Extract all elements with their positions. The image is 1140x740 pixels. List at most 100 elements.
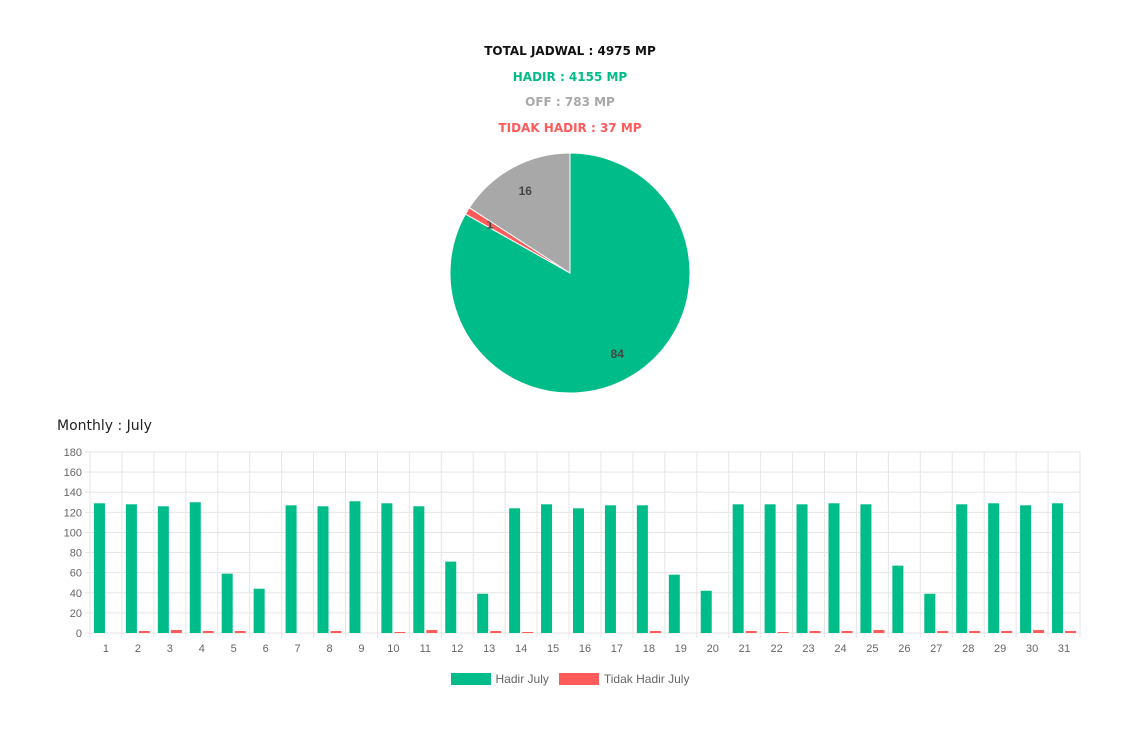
x-tick-label: 23 — [802, 643, 814, 655]
monthly-title: Monthly : July — [57, 418, 152, 434]
bar-tidak-hadir[interactable] — [426, 629, 438, 633]
bar-tidak-hadir[interactable] — [522, 631, 534, 633]
bar-tidak-hadir[interactable] — [873, 629, 885, 633]
legend-item-hadir[interactable]: Hadir July — [450, 672, 549, 686]
pie-label-off: 16 — [519, 184, 533, 198]
legend-swatch-tidak-hadir — [558, 673, 599, 685]
bar-hadir[interactable] — [445, 561, 457, 633]
y-tick-label: 100 — [64, 527, 82, 539]
x-tick-label: 27 — [930, 643, 942, 655]
bar-hadir[interactable] — [157, 506, 169, 633]
x-tick-label: 5 — [231, 643, 237, 655]
x-tick-label: 2 — [135, 643, 141, 655]
y-tick-label: 180 — [64, 447, 82, 459]
bar-hadir[interactable] — [573, 508, 584, 633]
x-tick-label: 26 — [898, 643, 910, 655]
x-tick-label: 12 — [451, 643, 463, 655]
x-tick-label: 6 — [263, 643, 269, 655]
legend-swatch-hadir — [450, 673, 491, 685]
x-tick-label: 30 — [1026, 643, 1038, 655]
y-tick-label: 60 — [70, 568, 82, 580]
bar-tidak-hadir[interactable] — [234, 630, 246, 633]
pie-chart: 84 1 16 — [449, 152, 691, 394]
bar-tidak-hadir[interactable] — [1001, 630, 1013, 633]
x-tick-label: 13 — [483, 643, 495, 655]
x-tick-label: 25 — [866, 643, 878, 655]
bar-tidak-hadir[interactable] — [937, 630, 949, 633]
bar-hadir[interactable] — [892, 565, 904, 633]
x-tick-label: 17 — [611, 643, 623, 655]
bar-hadir[interactable] — [636, 505, 648, 633]
bar-hadir[interactable] — [860, 504, 872, 633]
x-tick-label: 28 — [962, 643, 974, 655]
x-tick-label: 18 — [643, 643, 655, 655]
x-tick-label: 3 — [167, 643, 173, 655]
bar-hadir[interactable] — [764, 504, 776, 633]
y-tick-label: 120 — [64, 507, 82, 519]
legend-label-tidak-hadir: Tidak Hadir July — [603, 672, 690, 686]
x-tick-label: 9 — [358, 643, 364, 655]
y-tick-label: 160 — [64, 467, 82, 479]
bar-tidak-hadir[interactable] — [745, 630, 757, 633]
legend-item-tidak-hadir[interactable]: Tidak Hadir July — [558, 672, 690, 686]
x-tick-label: 15 — [547, 643, 559, 655]
bar-hadir[interactable] — [924, 593, 936, 633]
x-tick-label: 19 — [675, 643, 687, 655]
bar-hadir[interactable] — [988, 503, 1000, 633]
summary-block: TOTAL JADWAL : 4975 MP HADIR : 4155 MP O… — [0, 42, 1140, 144]
bar-hadir[interactable] — [956, 504, 968, 633]
bar-tidak-hadir[interactable] — [330, 630, 342, 633]
y-tick-label: 0 — [76, 628, 82, 640]
bar-hadir[interactable] — [1052, 503, 1064, 633]
bar-hadir[interactable] — [796, 504, 808, 633]
x-tick-label: 20 — [707, 643, 719, 655]
bar-hadir[interactable] — [381, 503, 393, 633]
bar-hadir[interactable] — [477, 593, 489, 633]
bar-tidak-hadir[interactable] — [841, 630, 853, 633]
bar-hadir[interactable] — [413, 506, 425, 633]
x-tick-label: 7 — [295, 643, 301, 655]
bar-hadir[interactable] — [1020, 505, 1032, 633]
bar-tidak-hadir[interactable] — [394, 631, 406, 633]
pie-slice-hadir[interactable] — [449, 152, 691, 394]
bar-hadir[interactable] — [828, 503, 840, 633]
bar-tidak-hadir[interactable] — [202, 630, 214, 633]
x-tick-label: 24 — [834, 643, 846, 655]
bar-hadir[interactable] — [700, 590, 712, 633]
bar-hadir[interactable] — [253, 588, 265, 633]
x-tick-label: 10 — [387, 643, 399, 655]
y-tick-label: 140 — [64, 487, 82, 499]
bar-hadir[interactable] — [125, 504, 137, 633]
bar-hadir[interactable] — [509, 508, 521, 633]
bar-tidak-hadir[interactable] — [1065, 630, 1077, 633]
x-tick-label: 4 — [199, 643, 205, 655]
x-tick-label: 14 — [515, 643, 527, 655]
bar-legend: Hadir July Tidak Hadir July — [0, 672, 1140, 686]
bar-tidak-hadir[interactable] — [138, 630, 150, 633]
bar-hadir[interactable] — [604, 505, 616, 633]
bar-hadir[interactable] — [285, 505, 297, 633]
pie-label-hadir: 84 — [611, 347, 625, 361]
bar-hadir[interactable] — [93, 503, 105, 633]
pie-slice-off[interactable] — [468, 152, 571, 274]
bar-tidak-hadir[interactable] — [1033, 629, 1045, 633]
x-tick-label: 22 — [770, 643, 782, 655]
off-label: OFF : 783 MP — [525, 95, 615, 109]
bar-hadir[interactable] — [732, 504, 744, 633]
bar-hadir[interactable] — [189, 502, 201, 633]
x-tick-label: 11 — [420, 643, 431, 655]
bar-hadir[interactable] — [317, 506, 329, 633]
bar-tidak-hadir[interactable] — [490, 630, 502, 633]
bar-tidak-hadir[interactable] — [969, 630, 981, 633]
bar-hadir[interactable] — [349, 501, 361, 633]
bar-hadir[interactable] — [541, 504, 553, 633]
bar-tidak-hadir[interactable] — [809, 630, 821, 633]
bar-tidak-hadir[interactable] — [649, 630, 661, 633]
bar-tidak-hadir[interactable] — [777, 631, 789, 633]
bar-hadir[interactable] — [668, 574, 680, 633]
y-tick-label: 40 — [70, 588, 82, 600]
bar-hadir[interactable] — [221, 573, 233, 633]
bar-tidak-hadir[interactable] — [170, 629, 182, 633]
x-tick-label: 8 — [326, 643, 332, 655]
